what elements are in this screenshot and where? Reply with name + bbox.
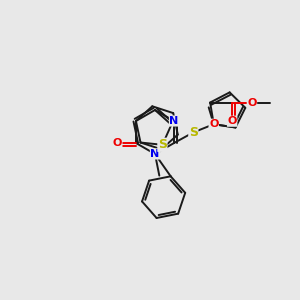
Text: S: S [189,126,198,139]
Text: S: S [158,138,167,151]
Text: O: O [209,119,218,129]
Text: O: O [227,116,237,126]
Text: O: O [247,98,256,107]
Text: N: N [169,116,179,126]
Text: N: N [150,149,160,159]
Text: O: O [112,138,122,148]
